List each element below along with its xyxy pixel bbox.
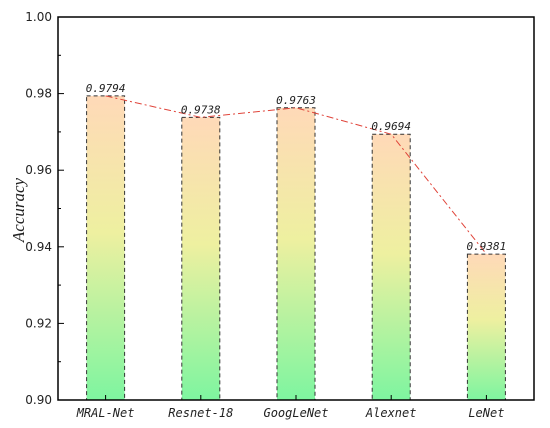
y-tick-label: 0.96 bbox=[25, 163, 52, 177]
y-axis-title: Accuracy bbox=[9, 177, 28, 243]
bar bbox=[466, 253, 506, 401]
accuracy-trend-line bbox=[105, 95, 487, 255]
x-tick-label: MRAL-Net bbox=[76, 406, 135, 420]
x-tick-label: GoogLeNet bbox=[263, 406, 328, 420]
y-tick-label: 0.98 bbox=[25, 87, 52, 101]
bar bbox=[86, 95, 126, 401]
x-tick-label: LeNet bbox=[468, 406, 504, 420]
y-tick-label: 0.90 bbox=[25, 393, 52, 407]
data-label: 0.9694 bbox=[371, 120, 411, 133]
bar bbox=[181, 116, 221, 401]
y-tick-label: 0.92 bbox=[25, 316, 52, 330]
y-tick-label: 1.00 bbox=[25, 10, 52, 24]
bar bbox=[276, 107, 316, 401]
y-tick-label: 0.94 bbox=[25, 240, 52, 254]
bar bbox=[371, 133, 411, 401]
data-label: 0.9794 bbox=[86, 82, 126, 95]
data-label: 0.9381 bbox=[467, 240, 507, 253]
x-tick-label: Resnet-18 bbox=[168, 406, 233, 420]
data-label: 0.9738 bbox=[181, 103, 221, 116]
x-tick-label: Alexnet bbox=[365, 406, 417, 420]
data-label: 0.9763 bbox=[276, 94, 316, 107]
